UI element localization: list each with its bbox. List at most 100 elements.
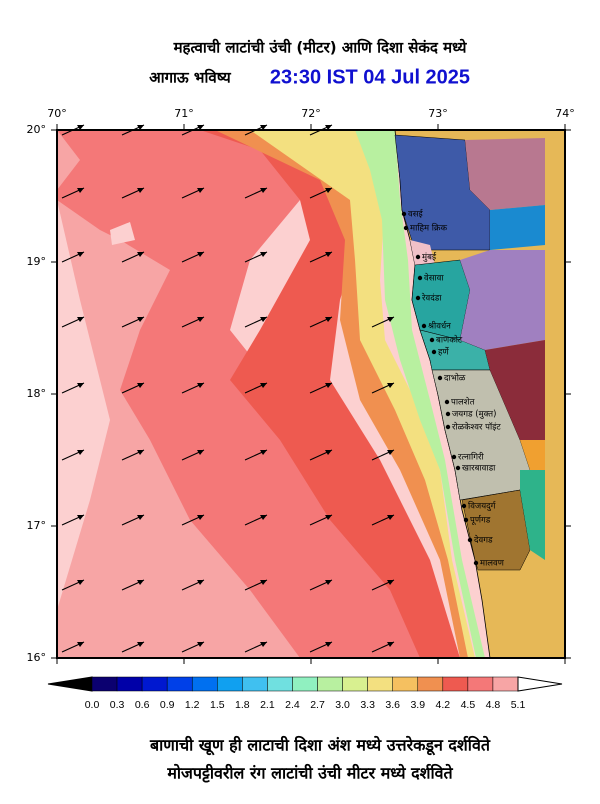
timestamp: 23:30 IST 04 Jul 2025 <box>270 66 470 88</box>
place-label: जयगड (मुक्त) <box>452 410 496 420</box>
arrow-head <box>77 450 84 455</box>
place-label: रत्नागिरी <box>458 452 484 463</box>
lon-label: 70° <box>47 107 67 120</box>
arrow-head <box>197 252 204 257</box>
arrow-head <box>197 642 204 647</box>
place-label: वसई <box>408 209 424 220</box>
colorbar-box <box>267 676 293 692</box>
place-dot <box>421 323 427 329</box>
arrow-head <box>77 580 84 585</box>
arrow-head <box>77 642 84 647</box>
arrow-head <box>197 383 204 388</box>
arrow-head <box>77 125 84 130</box>
arrow-head <box>197 188 204 193</box>
place-label: पूर्णगड <box>470 515 491 526</box>
colorbar-tick-label: 3.3 <box>360 699 375 711</box>
place-dot <box>467 537 473 543</box>
place-dot <box>463 517 469 523</box>
lat-label: 16° <box>27 651 47 664</box>
colorbar-tick-label: 5.1 <box>511 699 526 711</box>
colorbar-tick-label: 3.0 <box>335 699 350 711</box>
land <box>394 129 566 659</box>
place-dot <box>455 465 461 471</box>
place-dot <box>401 211 407 217</box>
arrow-head <box>137 317 144 322</box>
place-dot <box>445 411 451 417</box>
place-label: रेवदंडा <box>421 293 442 304</box>
colorbar-high <box>517 676 563 692</box>
lon-label: 74° <box>555 107 575 120</box>
place-label: श्रीवर्धन <box>428 321 451 332</box>
arrow-head <box>260 125 267 130</box>
place-label: रोळकेश्वर पॉइंट <box>452 422 501 433</box>
place-dot <box>403 225 409 231</box>
arrow-head <box>325 317 332 322</box>
colorbar-tick-label: 4.2 <box>436 699 451 711</box>
place-label: वेसावा <box>424 273 444 284</box>
colorbar-tick-label: 1.2 <box>185 699 200 711</box>
arrow-head <box>260 515 267 520</box>
colorbar-tick-label: 1.5 <box>210 699 225 711</box>
arrow-head <box>387 450 394 455</box>
lon-label: 73° <box>428 107 448 120</box>
lon-label: 71° <box>174 107 194 120</box>
place-dot <box>451 454 457 460</box>
colorbar-tick-label: 4.5 <box>461 699 476 711</box>
colorbar-tick-label: 0.3 <box>110 699 125 711</box>
arrow-head <box>137 188 144 193</box>
colorbar-low <box>47 676 93 692</box>
subtitle: आगाऊ भविष्य <box>149 69 232 87</box>
arrow-head <box>387 642 394 647</box>
arrow-head <box>77 515 84 520</box>
colorbar-tick-label: 2.7 <box>310 699 325 711</box>
arrow-head <box>137 252 144 257</box>
place-dot <box>415 254 421 260</box>
place-label: माहिम क्रिक <box>410 223 448 234</box>
colorbar-tick-label: 3.9 <box>410 699 425 711</box>
place-dot <box>417 275 423 281</box>
arrow-head <box>325 125 332 130</box>
arrow-head <box>325 642 332 647</box>
arrow-head <box>137 383 144 388</box>
title: महत्वाची लाटांची उंची (मीटर) आणि दिशा से… <box>173 39 468 57</box>
colorbar-box <box>141 676 168 692</box>
arrow-head <box>325 383 332 388</box>
place-label: देवगड <box>474 535 493 546</box>
place-dot <box>431 349 437 355</box>
arrow-head <box>325 515 332 520</box>
place-label: खारबावाडा <box>462 464 496 474</box>
places: वसई माहिम क्रिक मुंबई वेसावा रेवदंडा श्रीवर्ध… <box>401 209 505 569</box>
place-dot <box>429 337 435 343</box>
colorbar: 0.0 0.3 0.6 0.9 1.2 1.5 1.8 2.1 2.4 2.7 3.0 3.3 3.6 3… <box>47 676 563 711</box>
colorbar-box <box>442 676 469 692</box>
colorbar-box <box>342 676 368 692</box>
arrow-head <box>197 580 204 585</box>
colorbar-box <box>367 676 393 692</box>
colorbar-box <box>417 676 444 692</box>
place-label: विजयदुर्ग <box>468 501 496 512</box>
colorbar-box <box>492 676 519 692</box>
arrow-head <box>260 450 267 455</box>
lat-label: 17° <box>27 519 47 532</box>
colorbar-tick-label: 1.8 <box>235 699 250 711</box>
colorbar-tick-label: 0.9 <box>160 699 175 711</box>
colorbar-tick-label: 0.0 <box>85 699 100 711</box>
footer-line: बाणाची खूण ही लाटाची दिशा अंश मध्ये उत्त… <box>149 736 491 756</box>
arrow-head <box>137 515 144 520</box>
place-dot <box>445 424 451 430</box>
arrow-head <box>260 188 267 193</box>
colorbar-box <box>191 676 218 692</box>
colorbar-box <box>217 676 243 692</box>
place-label: हर्णे <box>438 347 450 358</box>
arrow-head <box>387 515 394 520</box>
arrow-head <box>325 450 332 455</box>
lat-label: 18° <box>27 387 47 400</box>
arrow-head <box>137 580 144 585</box>
colorbar-box <box>242 676 268 692</box>
place-dot <box>415 295 421 301</box>
arrow-head <box>137 125 144 130</box>
arrow-head <box>260 642 267 647</box>
arrow-head <box>77 188 84 193</box>
arrows <box>61 124 395 653</box>
